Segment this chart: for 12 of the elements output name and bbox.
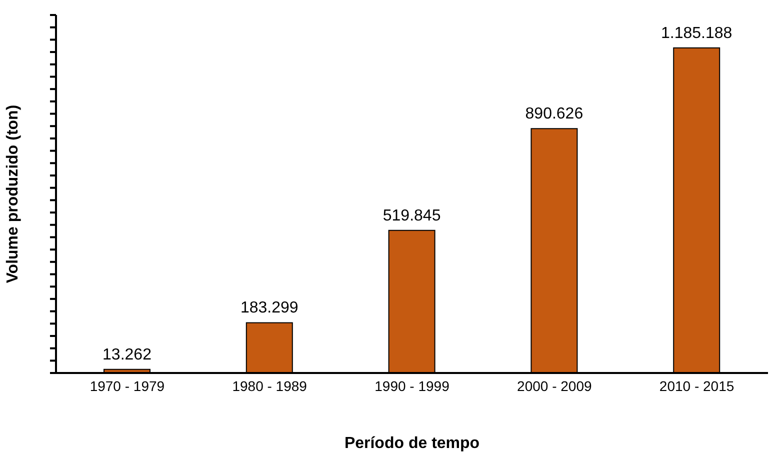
x-axis-title: Período de tempo bbox=[344, 435, 480, 452]
data-label: 13.262 bbox=[102, 346, 152, 364]
data-label: 1.185.188 bbox=[661, 24, 732, 42]
x-tick-label: 2010 - 2015 bbox=[659, 378, 734, 394]
x-tick-label: 1980 - 1989 bbox=[232, 378, 308, 394]
x-tick-label: 2000 - 2009 bbox=[517, 378, 592, 394]
x-tick-label: 1970 - 1979 bbox=[90, 378, 165, 394]
data-label: 183.299 bbox=[240, 300, 298, 317]
data-label: 890.626 bbox=[525, 106, 584, 123]
data-label: 519.845 bbox=[382, 207, 441, 224]
y-axis-title: Volume produzido (ton) bbox=[4, 104, 22, 284]
x-tick-label: 1990 - 1999 bbox=[374, 378, 450, 394]
